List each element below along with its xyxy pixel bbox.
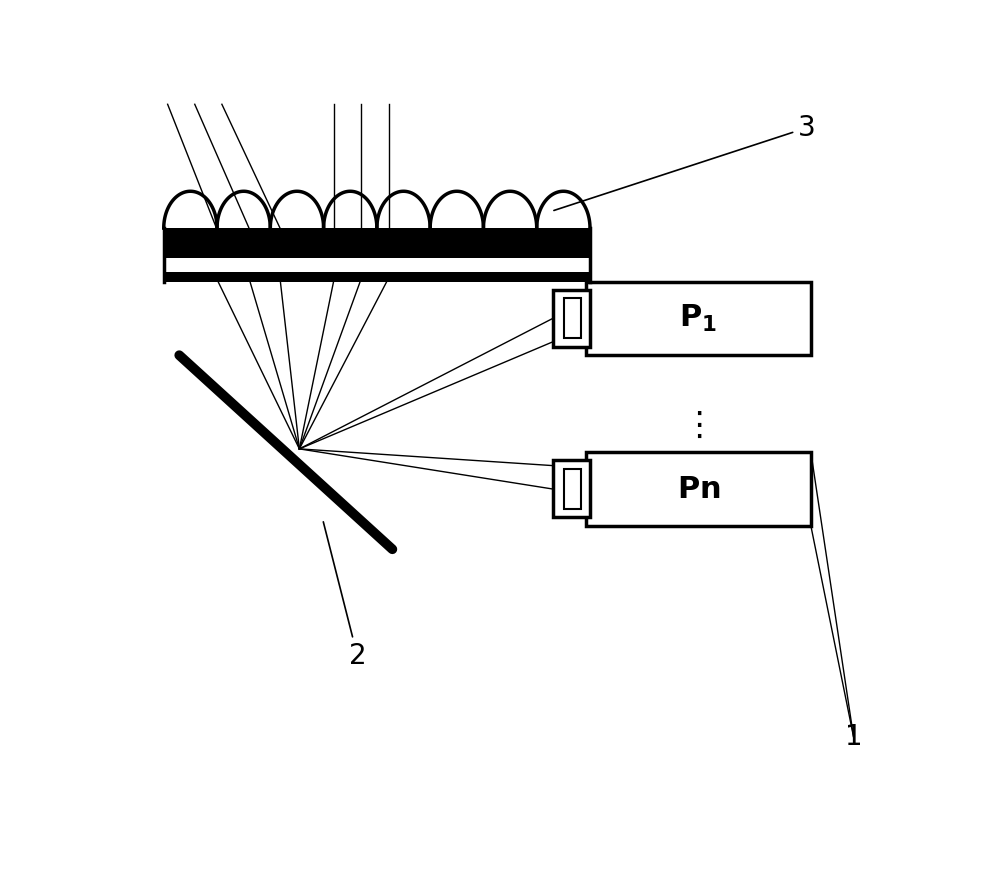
Text: $\mathbf{Pn}$: $\mathbf{Pn}$ — [677, 474, 720, 503]
Bar — [164, 258, 590, 275]
Bar — [564, 298, 581, 338]
Bar — [564, 469, 581, 509]
Text: 1: 1 — [845, 723, 862, 751]
Bar — [586, 452, 811, 526]
Bar — [164, 228, 590, 258]
Bar — [553, 289, 590, 347]
Text: 2: 2 — [323, 521, 366, 670]
Bar — [586, 282, 811, 355]
Bar — [553, 461, 590, 517]
Bar — [164, 271, 590, 282]
Text: 3: 3 — [554, 114, 816, 210]
Text: ⋮: ⋮ — [682, 409, 715, 442]
Text: $\mathbf{P_1}$: $\mathbf{P_1}$ — [679, 303, 718, 334]
